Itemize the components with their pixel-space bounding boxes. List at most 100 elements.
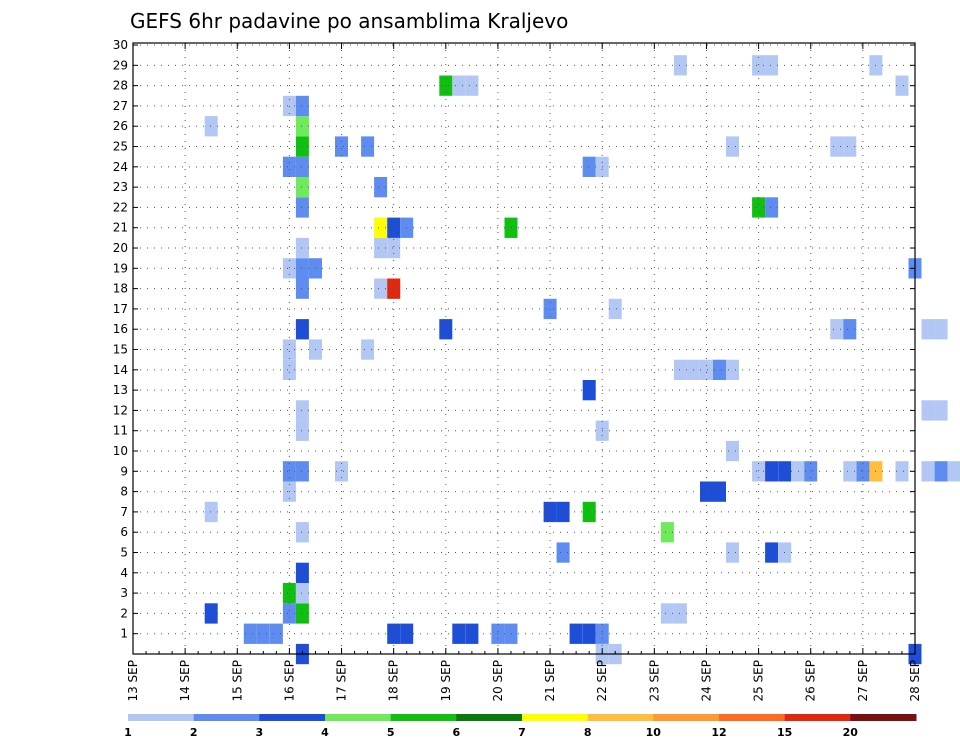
heatmap-cell — [295, 177, 309, 198]
heatmap-cell — [543, 501, 557, 523]
legend-label: 2 — [190, 726, 198, 739]
y-tick-label: 30 — [113, 38, 128, 52]
heatmap-cell — [843, 461, 857, 482]
legend-label: 15 — [777, 726, 792, 739]
heatmap-cell — [439, 319, 453, 340]
y-tick-label: 16 — [113, 322, 128, 336]
heatmap-cell — [934, 400, 948, 421]
y-tick-label: 9 — [120, 464, 128, 478]
x-tick-label: 16 SEP — [282, 660, 296, 702]
heatmap-cell — [791, 461, 805, 482]
heatmap-cell — [374, 177, 388, 198]
y-tick-label: 10 — [113, 444, 128, 458]
heatmap-cell — [295, 95, 309, 117]
heatmap-cell — [335, 461, 348, 482]
y-tick-label: 8 — [120, 485, 128, 499]
y-tick-label: 2 — [120, 606, 128, 620]
legend-swatch — [653, 714, 720, 721]
heatmap-cell — [556, 501, 570, 523]
chart-title: GEFS 6hr padavine po ansamblima Kraljevo — [130, 9, 568, 33]
legend-label: 1 — [124, 726, 132, 739]
heatmap-cell — [856, 461, 870, 482]
heatmap-cell — [243, 623, 257, 644]
x-tick-label: 17 SEP — [335, 660, 349, 702]
heatmap-cell — [726, 542, 739, 563]
heatmap-cell — [295, 258, 309, 279]
heatmap-cell — [256, 623, 270, 644]
y-tick-label: 23 — [113, 180, 128, 194]
legend-swatch — [456, 714, 523, 721]
heatmap-cell — [804, 461, 818, 482]
heatmap-cell — [765, 55, 779, 76]
x-tick-label: 15 SEP — [230, 660, 244, 702]
heatmap-cell — [295, 420, 309, 441]
x-tick-label: 26 SEP — [804, 660, 818, 702]
y-tick-label: 27 — [113, 99, 128, 113]
heatmap-cell — [947, 461, 960, 482]
heatmap-cell — [374, 278, 388, 299]
heatmap-cell — [204, 501, 218, 523]
heatmap-cell — [374, 237, 388, 259]
heatmap-cell — [752, 461, 766, 482]
heatmap-cell — [387, 237, 401, 259]
heatmap-cell — [295, 156, 309, 177]
heatmap-cell — [269, 623, 283, 644]
heatmap-cell — [843, 319, 857, 340]
heatmap-cell — [295, 278, 309, 299]
legend-label: 5 — [387, 726, 395, 739]
y-axis: 1234567891011121314151617181920212223242… — [113, 38, 915, 641]
heatmap-cell — [543, 298, 557, 320]
legend-swatch — [259, 714, 326, 721]
heatmap-cell — [295, 603, 309, 624]
y-tick-label: 26 — [113, 119, 128, 133]
heatmap-cell — [295, 237, 309, 259]
heatmap-cell — [765, 542, 779, 563]
x-tick-label: 22 SEP — [595, 660, 609, 702]
heatmap-cell — [765, 461, 779, 482]
legend-label: 4 — [321, 726, 329, 739]
heatmap-cell — [660, 603, 674, 624]
heatmap-cell — [452, 623, 466, 644]
heatmap-cell — [295, 522, 309, 543]
y-tick-label: 24 — [113, 160, 128, 174]
legend-label: 12 — [711, 726, 726, 739]
heatmap-cell — [295, 400, 309, 421]
heatmap-cell — [673, 603, 687, 624]
y-tick-label: 15 — [113, 343, 128, 357]
x-tick-label: 18 SEP — [387, 660, 401, 702]
heatmap-cell — [387, 217, 401, 238]
legend-label: 10 — [646, 726, 662, 739]
legend-label: 20 — [843, 726, 859, 739]
legend-swatch — [390, 714, 457, 721]
heatmap-cell — [387, 623, 401, 644]
y-tick-label: 18 — [113, 282, 128, 296]
heatmap-cell — [282, 359, 296, 380]
legend-label: 6 — [452, 726, 460, 739]
heatmap-cell — [582, 501, 596, 523]
x-tick-label: 13 SEP — [126, 660, 140, 702]
y-tick-label: 3 — [120, 586, 128, 600]
heatmap-cell — [569, 623, 583, 644]
plot-frame — [132, 42, 916, 655]
heatmap-cell — [921, 461, 935, 482]
heatmap-cell — [282, 156, 296, 177]
heatmap-cell — [713, 481, 726, 502]
y-tick-label: 17 — [113, 302, 128, 316]
heatmap-cell — [895, 75, 909, 96]
heatmap-cell — [335, 136, 348, 157]
heatmap-cell — [830, 319, 844, 340]
heatmap-cell — [295, 197, 309, 218]
y-tick-label: 7 — [120, 505, 128, 519]
cells-layer — [204, 55, 960, 665]
heatmap-cell — [895, 461, 909, 482]
y-tick-label: 13 — [113, 383, 128, 397]
x-tick-label: 25 SEP — [752, 660, 766, 702]
y-tick-label: 5 — [120, 546, 128, 560]
grid-layer — [133, 43, 915, 654]
y-tick-label: 25 — [113, 140, 128, 154]
heatmap-cell — [921, 319, 935, 340]
x-tick-label: 23 SEP — [647, 660, 661, 702]
y-tick-label: 29 — [113, 58, 128, 72]
y-tick-label: 1 — [120, 627, 128, 641]
legend-swatch — [193, 714, 260, 721]
